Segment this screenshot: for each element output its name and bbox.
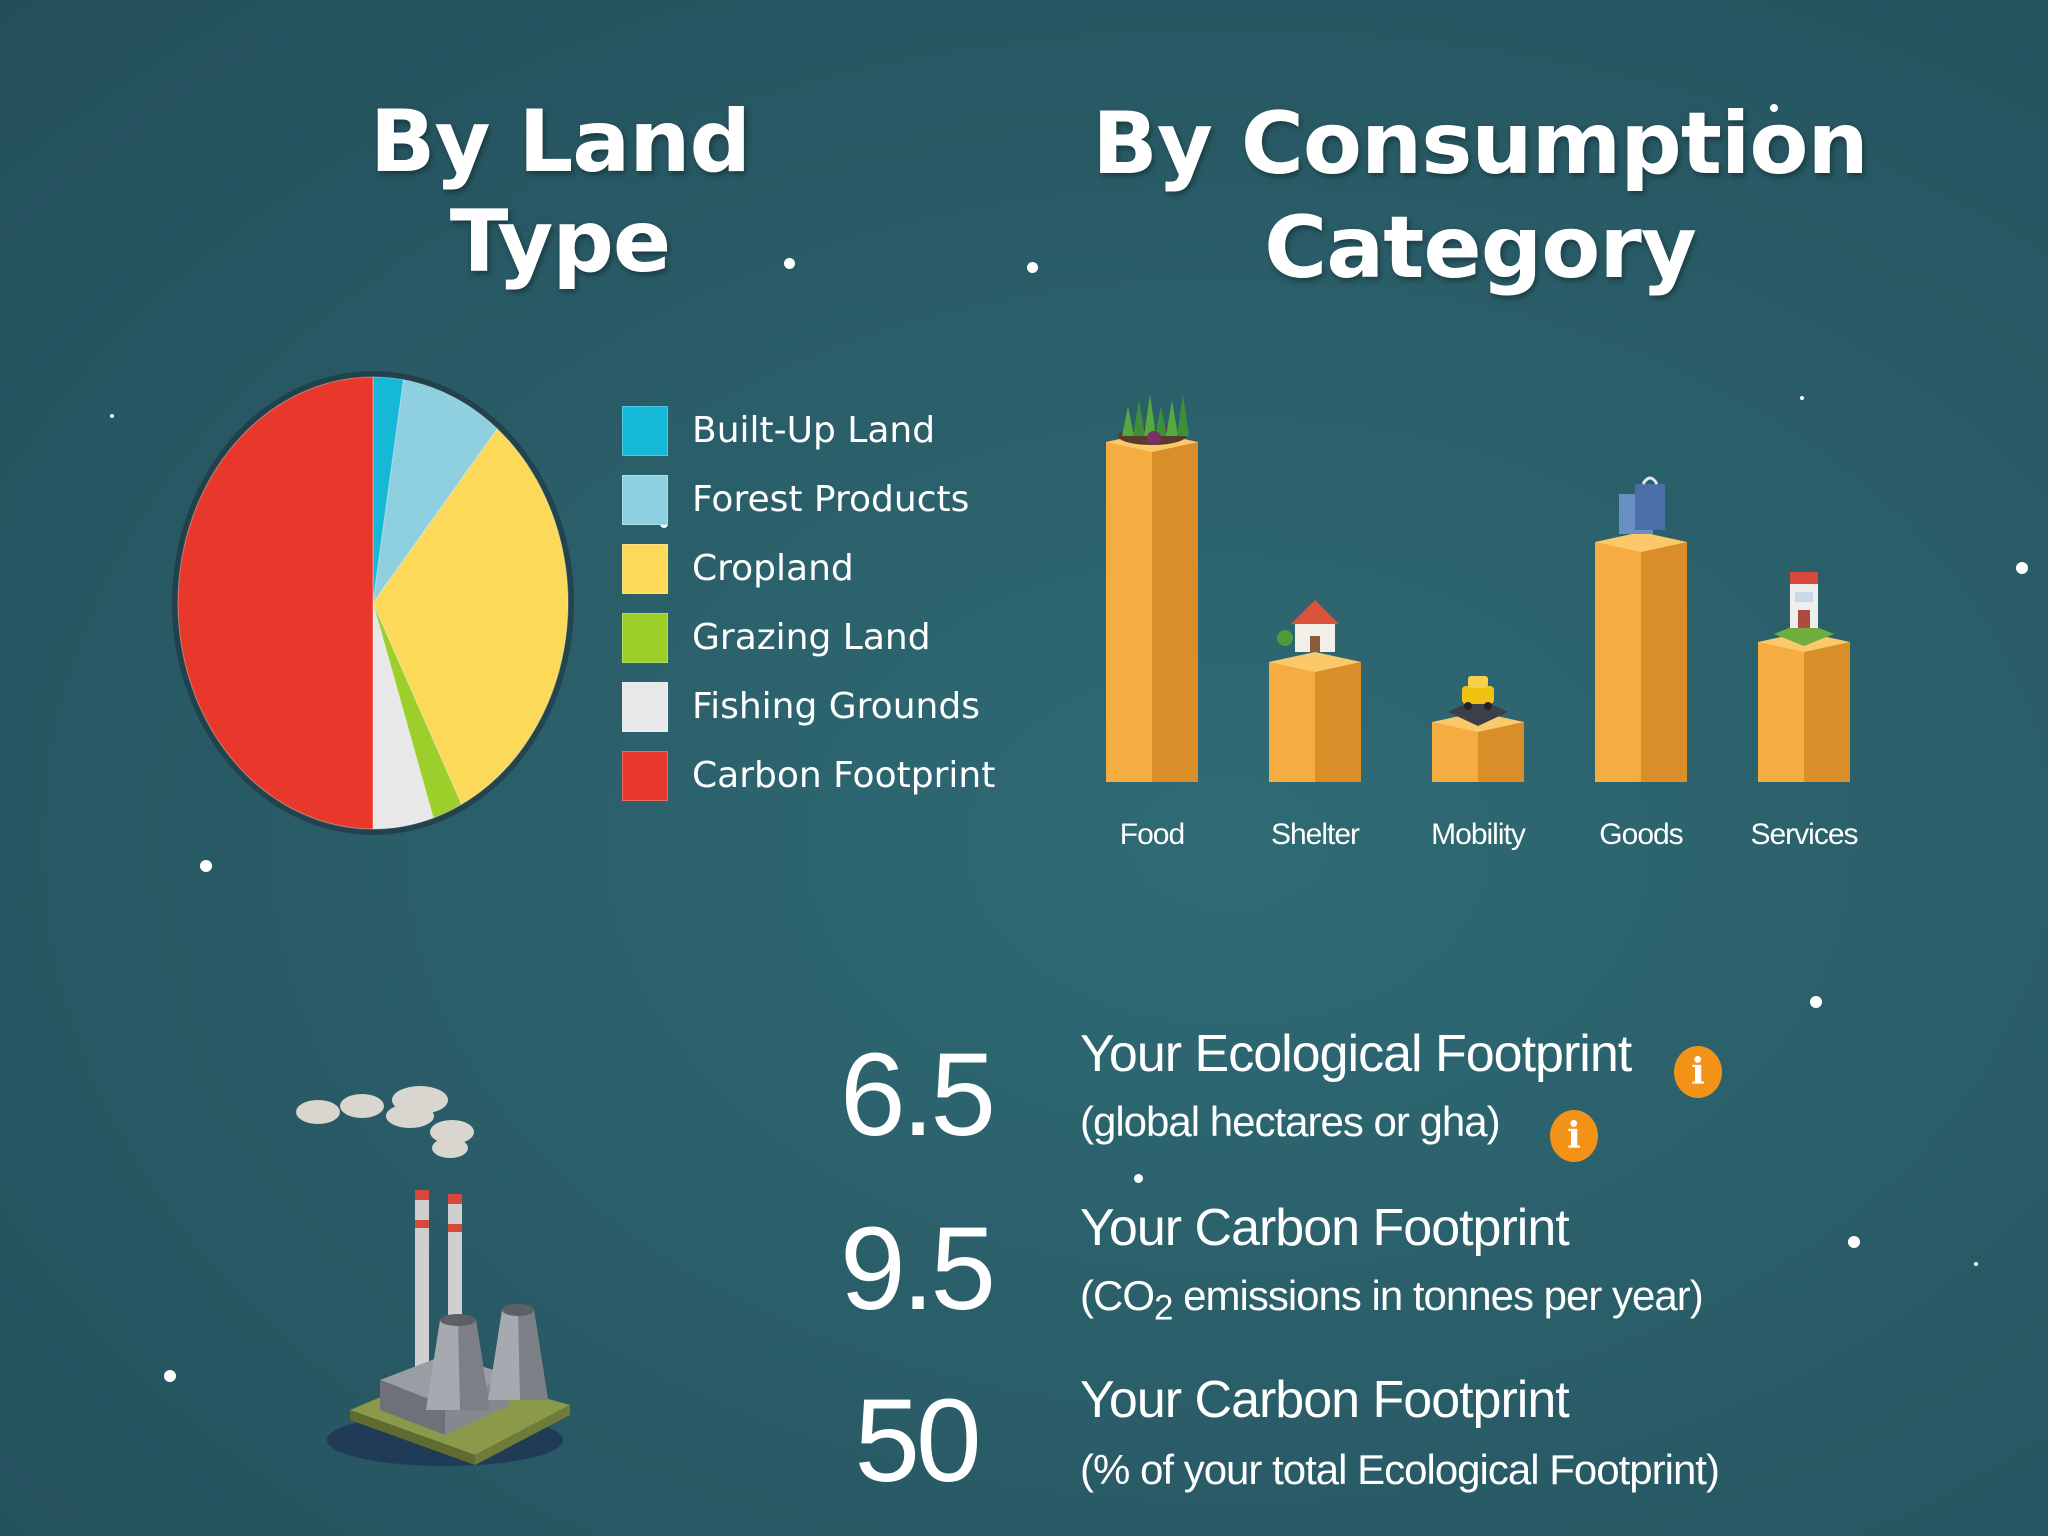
star-icon bbox=[164, 1370, 176, 1382]
stat-subtitle-subscript: 2 bbox=[1154, 1288, 1173, 1328]
stat-subtitle: (% of your total Ecological Footprint) bbox=[1080, 1446, 1720, 1502]
house-icon bbox=[1277, 600, 1339, 652]
legend-swatch bbox=[622, 612, 668, 663]
bar-label-services: Services bbox=[1750, 818, 1857, 851]
stat-subtitle-text: (% of your total Ecological Footprint) bbox=[1080, 1446, 1720, 1493]
legend-swatch bbox=[622, 681, 668, 732]
info-icon[interactable]: i bbox=[1550, 1110, 1598, 1162]
stat-subtitle-text: (CO bbox=[1080, 1272, 1155, 1319]
stat-value: 50 bbox=[854, 1375, 981, 1507]
legend-item-built-up-land: Built-Up Land bbox=[622, 396, 995, 465]
star-icon bbox=[1770, 104, 1778, 112]
legend-item-grazing-land: Grazing Land bbox=[622, 603, 995, 672]
bar-goods bbox=[1595, 476, 1687, 782]
legend-item-fishing-grounds: Fishing Grounds bbox=[622, 672, 995, 741]
bar-mobility bbox=[1432, 676, 1524, 782]
pie-slice-forest-products bbox=[372, 379, 498, 604]
consumption-category-heading: By Consumption Category bbox=[1080, 92, 1880, 300]
stat-subtitle: (CO2 emissions in tonnes per year) bbox=[1080, 1272, 1704, 1328]
star-icon bbox=[1848, 1236, 1860, 1248]
legend-swatch bbox=[622, 750, 668, 801]
bar-food bbox=[1106, 394, 1198, 782]
star-icon bbox=[1027, 262, 1038, 273]
shop-icon bbox=[1774, 572, 1834, 646]
power-plant-illustration bbox=[296, 1086, 570, 1466]
legend-label: Cropland bbox=[692, 548, 854, 589]
bar-label-goods: Goods bbox=[1599, 818, 1682, 851]
stat-value: 6.5 bbox=[839, 1029, 996, 1161]
stat-title: Your Ecological Footprint bbox=[1080, 1025, 1632, 1083]
legend-item-forest-products: Forest Products bbox=[622, 465, 995, 534]
star-icon bbox=[784, 258, 795, 269]
legend-item-carbon-footprint: Carbon Footprint bbox=[622, 741, 995, 810]
bar-label-food: Food bbox=[1120, 818, 1184, 851]
consumption-heading-line-2: Category bbox=[1264, 198, 1697, 298]
info-icon[interactable]: i bbox=[1674, 1046, 1722, 1098]
pie-slice-fishing-grounds bbox=[372, 602, 434, 830]
bar-shelter bbox=[1269, 600, 1361, 782]
star-icon bbox=[1810, 996, 1822, 1008]
pie-slice-built-up-land bbox=[372, 376, 405, 604]
bar-label-mobility: Mobility bbox=[1431, 818, 1526, 851]
plants-icon bbox=[1118, 394, 1189, 445]
star-icon bbox=[110, 414, 114, 418]
star-icon bbox=[1134, 1174, 1143, 1183]
pie-slice-grazing-land bbox=[372, 602, 463, 819]
bar-services bbox=[1758, 572, 1850, 782]
legend-swatch bbox=[622, 405, 668, 456]
consumption-category-bar-chart: Food Shelter Mobility Goods Services bbox=[1106, 394, 1859, 851]
stat-subtitle: (global hectares or gha) bbox=[1080, 1098, 1501, 1154]
legend-label: Forest Products bbox=[692, 479, 970, 520]
star-icon bbox=[2016, 562, 2028, 574]
legend-label: Carbon Footprint bbox=[692, 755, 996, 796]
shopping-bag-icon bbox=[1619, 476, 1665, 534]
legend-swatch bbox=[622, 543, 668, 594]
legend-swatch bbox=[622, 474, 668, 525]
stat-title: Your Carbon Footprint bbox=[1080, 1371, 1570, 1429]
legend-label: Grazing Land bbox=[692, 617, 931, 658]
stat-title: Your Carbon Footprint bbox=[1080, 1199, 1570, 1257]
land-type-heading: By Land Type bbox=[369, 92, 751, 292]
pie-slice-cropland bbox=[372, 428, 569, 806]
smoke-clouds bbox=[296, 1086, 474, 1158]
stat-subtitle-text: (global hectares or gha) bbox=[1080, 1098, 1501, 1145]
cooling-towers bbox=[426, 1304, 548, 1410]
legend-item-cropland: Cropland bbox=[622, 534, 995, 603]
land-type-pie-chart bbox=[172, 371, 574, 835]
pie-slice-carbon-footprint bbox=[177, 376, 374, 830]
stat-subtitle-rest: emissions in tonnes per year) bbox=[1172, 1272, 1704, 1319]
land-type-legend: Built-Up Land Forest Products Cropland G… bbox=[622, 396, 995, 810]
car-icon bbox=[1448, 676, 1508, 726]
star-icon bbox=[1974, 1262, 1978, 1266]
bar-label-shelter: Shelter bbox=[1271, 818, 1360, 851]
legend-label: Built-Up Land bbox=[692, 410, 936, 451]
consumption-heading-line-1: By Consumption bbox=[1092, 94, 1868, 194]
legend-label: Fishing Grounds bbox=[692, 686, 980, 727]
stat-value: 9.5 bbox=[839, 1203, 996, 1335]
star-icon bbox=[1800, 396, 1804, 400]
star-icon bbox=[200, 860, 212, 872]
